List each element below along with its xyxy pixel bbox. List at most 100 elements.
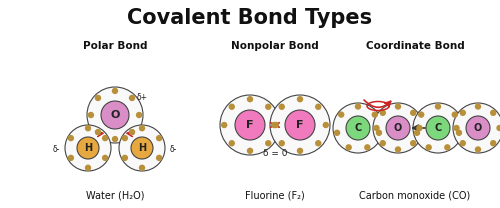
Circle shape <box>380 110 386 115</box>
Circle shape <box>410 141 416 146</box>
Circle shape <box>333 103 383 153</box>
Text: Coordinate Bond: Coordinate Bond <box>366 41 464 51</box>
Text: O: O <box>394 123 402 133</box>
Text: C: C <box>434 123 442 133</box>
Circle shape <box>426 116 450 140</box>
Circle shape <box>376 130 382 135</box>
Text: F: F <box>296 120 304 130</box>
Circle shape <box>68 136 73 141</box>
Circle shape <box>272 123 276 128</box>
Text: F: F <box>246 120 254 130</box>
Circle shape <box>396 104 400 109</box>
Circle shape <box>380 141 386 146</box>
Circle shape <box>497 125 500 130</box>
Circle shape <box>96 130 100 135</box>
Circle shape <box>112 88 117 93</box>
Text: δ+: δ+ <box>137 93 148 102</box>
Circle shape <box>466 116 490 140</box>
Circle shape <box>373 103 423 153</box>
Circle shape <box>298 148 302 153</box>
Circle shape <box>346 116 370 140</box>
Text: Nonpolar Bond: Nonpolar Bond <box>231 41 319 51</box>
Circle shape <box>280 104 284 109</box>
Text: Covalent Bond Types: Covalent Bond Types <box>128 8 372 28</box>
Circle shape <box>270 95 330 155</box>
Circle shape <box>490 110 496 115</box>
Circle shape <box>452 112 458 117</box>
Circle shape <box>101 101 129 129</box>
Text: Carbon monoxide (CO): Carbon monoxide (CO) <box>360 190 470 200</box>
Circle shape <box>235 110 265 140</box>
Circle shape <box>316 141 320 146</box>
Circle shape <box>96 95 100 100</box>
Circle shape <box>454 125 459 130</box>
Circle shape <box>86 165 90 170</box>
Circle shape <box>476 104 480 109</box>
Circle shape <box>417 125 422 130</box>
Circle shape <box>490 141 496 146</box>
Circle shape <box>130 95 134 100</box>
Circle shape <box>220 95 280 155</box>
Text: H: H <box>138 143 146 153</box>
Circle shape <box>426 145 431 150</box>
Circle shape <box>87 87 143 143</box>
Circle shape <box>266 141 270 146</box>
Circle shape <box>122 136 128 141</box>
Circle shape <box>140 165 144 170</box>
Circle shape <box>413 103 463 153</box>
Circle shape <box>131 137 153 159</box>
Circle shape <box>410 110 416 115</box>
Text: Fluorine (F₂): Fluorine (F₂) <box>245 190 305 200</box>
Circle shape <box>456 130 462 135</box>
Circle shape <box>334 130 340 135</box>
Circle shape <box>372 112 378 117</box>
Circle shape <box>130 130 134 135</box>
Text: H: H <box>84 143 92 153</box>
Circle shape <box>346 145 351 150</box>
Circle shape <box>140 126 144 131</box>
Circle shape <box>274 123 278 128</box>
Text: δ-: δ- <box>170 146 177 155</box>
Text: Polar Bond: Polar Bond <box>83 41 147 51</box>
Circle shape <box>365 145 370 150</box>
Circle shape <box>414 130 420 135</box>
Circle shape <box>102 136 108 141</box>
Circle shape <box>280 141 284 146</box>
Circle shape <box>248 148 252 153</box>
Circle shape <box>324 123 328 128</box>
Circle shape <box>88 113 94 118</box>
Circle shape <box>285 110 315 140</box>
Circle shape <box>266 104 270 109</box>
Circle shape <box>122 155 128 160</box>
Circle shape <box>65 125 111 171</box>
Circle shape <box>445 145 450 150</box>
Circle shape <box>396 147 400 152</box>
Circle shape <box>316 104 320 109</box>
Text: δ = 0: δ = 0 <box>263 149 287 157</box>
Circle shape <box>453 103 500 153</box>
Circle shape <box>136 113 141 118</box>
Circle shape <box>86 126 90 131</box>
Text: Water (H₂O): Water (H₂O) <box>86 190 144 200</box>
Circle shape <box>386 116 410 140</box>
Circle shape <box>460 141 466 146</box>
Text: δ-: δ- <box>52 146 60 155</box>
Circle shape <box>230 141 234 146</box>
Circle shape <box>77 137 99 159</box>
Circle shape <box>68 155 73 160</box>
Circle shape <box>222 123 226 128</box>
Circle shape <box>460 110 466 115</box>
Circle shape <box>156 155 162 160</box>
Circle shape <box>418 112 424 117</box>
Circle shape <box>248 97 252 102</box>
Circle shape <box>119 125 165 171</box>
Circle shape <box>476 147 480 152</box>
Circle shape <box>112 137 117 142</box>
Circle shape <box>338 112 344 117</box>
Circle shape <box>374 125 379 130</box>
Circle shape <box>102 155 108 160</box>
Circle shape <box>298 97 302 102</box>
Text: C: C <box>354 123 362 133</box>
Text: O: O <box>474 123 482 133</box>
Circle shape <box>230 104 234 109</box>
